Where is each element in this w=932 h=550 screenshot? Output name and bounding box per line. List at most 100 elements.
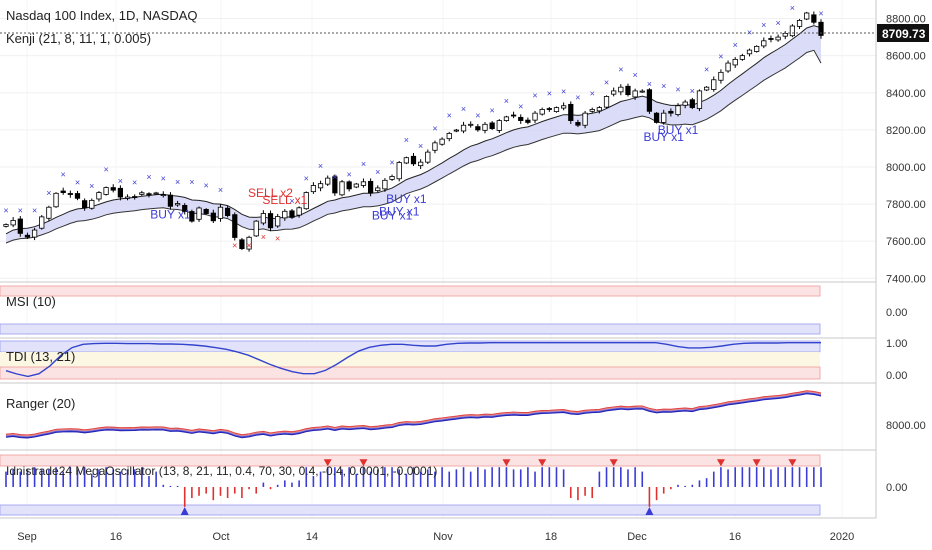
x-marker: × [518,101,523,111]
x-marker: × [389,157,394,167]
oscillator-pane: Idnistrade24 MegaOscillator (13, 8, 21, … [0,454,907,516]
tdi-tick-1: 1.00 [886,338,907,350]
candle-body [132,196,138,198]
candle-body [353,183,359,188]
time-axis: Sep 16 Oct 14 Nov 18 Dec 16 2020 [17,531,854,543]
kenji-lower-line [5,49,822,244]
price-tick-label: 8200.00 [886,125,926,137]
x-marker: × [818,9,823,19]
candle-body [746,49,753,55]
buy-label: BUY x1 [372,208,413,222]
candle-body [761,40,767,47]
candle-body [225,207,231,216]
x-marker: × [246,240,251,250]
candle-body [661,112,667,123]
candle-body [10,220,16,226]
x-marker: × [718,51,723,61]
osc-sell-triangle [359,459,368,467]
candle-body [596,107,602,112]
x-marker: × [332,172,337,182]
x-marker: × [590,88,595,98]
ranger-line [5,392,822,438]
candle-body [668,110,674,114]
candle-body [718,71,724,81]
x-marker: × [375,167,380,177]
candle-body [754,45,760,52]
candle-body [167,194,174,207]
candle-body [425,151,431,163]
x-marker: × [189,177,194,187]
candle-body [496,120,502,131]
candle-body [696,90,703,109]
x-marker: × [75,177,80,187]
candle-body [275,216,281,227]
ranger-tick: 8000.00 [886,420,926,432]
candle-body [117,187,124,198]
candle-body [768,38,774,40]
candle-body [739,55,745,60]
x-marker: × [318,161,323,171]
candle-body [446,132,452,140]
sell-label: SELL x1 [262,193,307,207]
osc-sell-triangle [538,459,547,467]
candle-body [553,107,560,112]
x-marker: × [490,106,495,116]
x-marker: × [289,196,294,206]
candle-body [789,25,796,37]
ranger-title: Ranger (20) [6,396,75,411]
candles [3,11,824,252]
buy-label: BUY x1 [658,123,699,137]
price-tick-label: 8400.00 [886,88,926,100]
osc-upper-zone [0,454,821,467]
candle-body [675,105,681,115]
price-tick-label: 8600.00 [886,51,926,63]
time-tick-label: Nov [433,531,453,543]
osc-lower-zone [0,504,821,516]
candle-body [518,116,524,121]
candle-body [475,126,481,131]
price-tick-label: 8000.00 [886,162,926,174]
candle-body [232,214,238,238]
x-marker: × [261,232,266,242]
candle-body [96,192,102,200]
candle-body [782,32,788,37]
candle-body [217,206,224,219]
msi-tick: 0.00 [886,307,907,319]
candle-body [24,234,31,238]
x-marker: × [647,79,652,89]
ranger-line [5,392,822,438]
tdi-tick-0: 0.00 [886,370,907,382]
time-tick-label: Oct [212,531,229,543]
candle-body [325,177,331,185]
candle-body [332,176,338,194]
x-marker: × [146,172,151,182]
x-marker: × [3,205,8,215]
x-marker: × [690,86,695,96]
x-marker: × [161,173,166,183]
time-tick-label: 16 [110,531,122,543]
osc-sell-triangle [609,459,618,467]
tdi-line [5,342,821,378]
x-marker: × [404,135,409,145]
candle-body [389,176,395,180]
osc-bars [5,459,822,515]
candle-body [546,108,552,110]
x-marker: × [118,176,123,186]
candle-body [439,138,445,145]
candle-body [146,193,152,196]
ranger-line [5,393,822,439]
main-grid [0,0,876,518]
osc-sell-triangle [502,459,511,467]
ranger-lines [5,390,822,439]
x-marker: × [89,181,94,191]
x-marker: × [761,20,766,30]
candle-body [103,187,109,195]
osc-buy-triangle [180,507,189,515]
x-marker: × [61,170,66,180]
buy-label: BUY x1 [150,207,191,221]
candle-body [303,192,309,210]
time-tick-label: 14 [306,531,318,543]
x-marker: × [232,241,237,251]
buy-label: BUY x1 [643,130,684,144]
